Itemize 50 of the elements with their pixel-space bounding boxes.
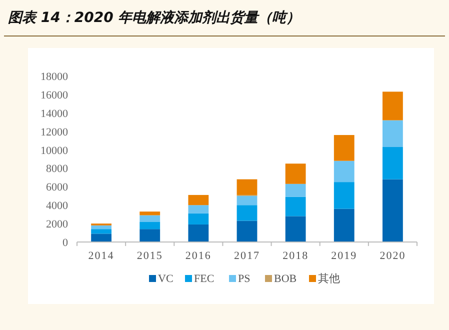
bar xyxy=(91,234,112,242)
legend-label: BOB xyxy=(274,273,297,285)
y-tick-label: 12000 xyxy=(40,126,68,138)
x-tick-label: 2019 xyxy=(331,250,358,262)
legend-label: 其他 xyxy=(318,272,340,285)
bar xyxy=(236,205,258,221)
bar xyxy=(285,164,306,184)
bar xyxy=(285,216,306,242)
bar xyxy=(382,147,403,180)
y-tick-label: 8000 xyxy=(46,163,68,176)
bar xyxy=(236,220,258,242)
bar xyxy=(285,184,306,197)
y-tick-label: 10000 xyxy=(40,144,68,157)
bar xyxy=(91,225,112,230)
x-tick-label: 2016 xyxy=(185,250,212,262)
y-tick-label: 18000 xyxy=(40,71,68,83)
bar xyxy=(140,212,160,216)
bar xyxy=(140,229,160,242)
bar xyxy=(188,205,209,214)
bar xyxy=(236,196,258,206)
y-tick-label: 16000 xyxy=(40,89,68,102)
bar xyxy=(334,160,354,182)
bar xyxy=(285,196,306,216)
bar xyxy=(188,194,209,206)
x-tick-label: 2014 xyxy=(88,250,114,262)
y-tick-label: 0 xyxy=(62,237,68,249)
bar xyxy=(91,229,112,234)
bar xyxy=(382,92,403,120)
chart-title: 图表 14：2020 年电解液添加剂出货量（吨） xyxy=(8,9,300,26)
x-tick-label: 2020 xyxy=(380,250,406,262)
legend-label: PS xyxy=(238,273,250,285)
bar xyxy=(334,208,354,242)
bar xyxy=(188,213,209,224)
y-tick-label: 2000 xyxy=(46,218,68,231)
bar xyxy=(188,224,209,242)
bar xyxy=(334,135,354,161)
bar xyxy=(236,179,258,195)
bar xyxy=(140,222,160,230)
y-tick-label: 14000 xyxy=(40,108,68,120)
bar xyxy=(140,215,160,222)
x-tick-label: 2017 xyxy=(234,250,260,262)
legend-label: FEC xyxy=(194,273,214,285)
x-tick-label: 2018 xyxy=(282,250,309,262)
x-tick-label: 2015 xyxy=(136,250,163,262)
y-tick-label: 6000 xyxy=(46,182,68,194)
legend-label: VC xyxy=(158,273,174,285)
bar xyxy=(382,179,403,242)
bar xyxy=(334,182,354,209)
y-tick-label: 4000 xyxy=(46,200,68,212)
bar xyxy=(382,120,403,148)
